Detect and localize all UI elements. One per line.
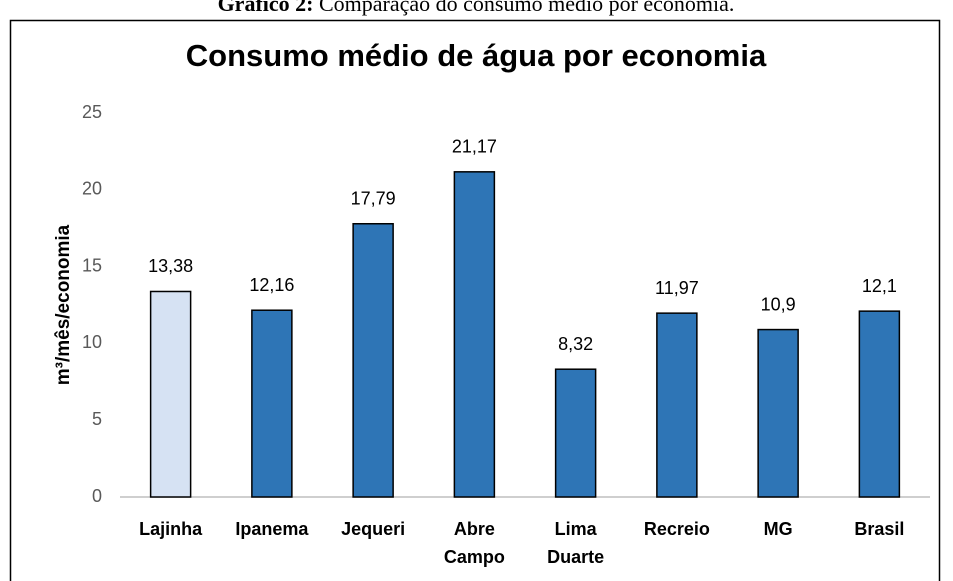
x-tick-label: Lima Duarte [547, 519, 604, 567]
bar [757, 328, 799, 498]
x-tick-label: Lajinha [139, 519, 203, 539]
y-tick-label: 0 [92, 486, 102, 506]
x-tick-label: Jequeri [341, 519, 405, 539]
y-tick-label: 10 [82, 332, 102, 352]
bar [251, 309, 293, 498]
value-label: 11,97 [655, 278, 699, 298]
value-label: 10,9 [761, 294, 796, 314]
value-label: 12,1 [862, 276, 897, 296]
bar [352, 222, 394, 498]
bar [453, 171, 496, 498]
x-tick-label: MG [764, 519, 793, 539]
caption: Gráfico 2: Comparação do consumo médio p… [218, 0, 735, 16]
x-tick-label: Abre Campo [444, 519, 505, 567]
y-tick-label: 5 [92, 409, 102, 429]
bar [858, 310, 901, 498]
x-tick-label: Recreio [644, 519, 710, 539]
chart-title: Consumo médio de água por economia [186, 38, 767, 73]
bar [149, 290, 192, 498]
value-label: 8,32 [558, 334, 593, 354]
x-tick-label: Brasil [854, 519, 904, 539]
x-tick-label: Ipanema [235, 519, 309, 539]
y-tick-label: 25 [82, 102, 102, 122]
caption-label: Gráfico 2: [218, 0, 314, 16]
chart-frame [9, 19, 941, 581]
value-label: 12,16 [249, 275, 294, 295]
value-label: 21,17 [452, 137, 497, 157]
caption-text: Comparação do consumo médio por economia… [319, 0, 734, 16]
bar [656, 312, 698, 498]
value-label: 17,79 [351, 188, 396, 208]
bar [554, 368, 597, 498]
y-axis-title: m³/mês/economia [53, 224, 74, 385]
y-tick-label: 15 [82, 255, 102, 275]
value-label: 13,38 [148, 256, 193, 276]
y-tick-label: 20 [82, 179, 102, 199]
